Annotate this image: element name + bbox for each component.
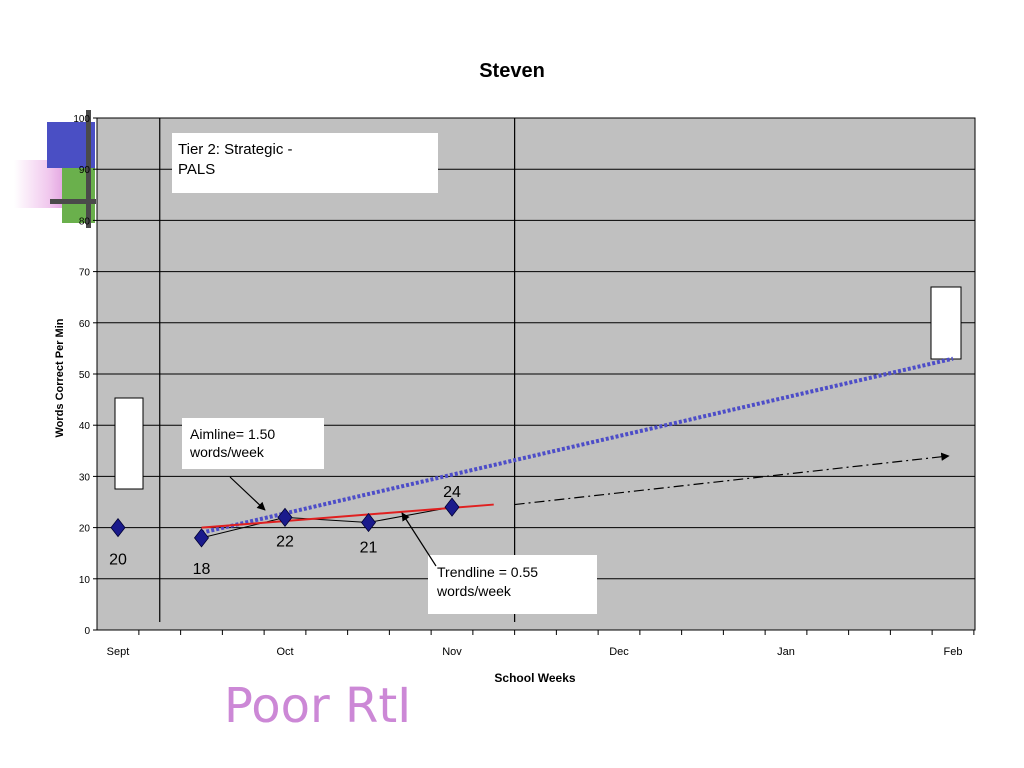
y-tick-label: 100 — [73, 114, 90, 125]
y-tick-label: 0 — [84, 626, 90, 637]
chart-lines — [201, 356, 954, 539]
chart-title: Steven — [479, 60, 545, 82]
phase-change-lines — [159, 118, 516, 622]
x-axis-label: School Weeks — [494, 671, 575, 685]
y-tick-label: 40 — [79, 421, 91, 432]
phase-label: Tier 2: Strategic - PALS — [178, 141, 297, 178]
y-tick-label: 80 — [79, 216, 91, 227]
phase-label-box — [172, 133, 438, 193]
y-axis-label: Words Correct Per Min — [54, 318, 66, 437]
trendline-label-line: Trendline = 0.55 — [437, 564, 538, 580]
y-tick-label: 90 — [79, 165, 91, 176]
x-tick-label: Feb — [944, 646, 963, 658]
aimline-label: Aimline= 1.50 words/week — [189, 426, 279, 460]
data-point-diamond — [360, 512, 377, 533]
aimline-label-line: Aimline= 1.50 — [190, 426, 275, 442]
x-tick-label: Jan — [777, 646, 795, 658]
decor-horizontal-bar — [50, 199, 96, 204]
y-tick-label: 60 — [79, 319, 91, 330]
y-tick-label: 30 — [79, 472, 91, 483]
trendline-label: Trendline = 0.55 words/week — [436, 564, 542, 599]
aimline — [201, 356, 954, 535]
data-label: 18 — [193, 561, 211, 578]
x-axis: Sept Oct Nov Dec Jan Feb — [97, 629, 975, 658]
x-tick-label: Dec — [609, 646, 629, 658]
y-tick-label: 70 — [79, 268, 91, 279]
aimline-pointer-arrow — [229, 476, 266, 511]
data-label: 20 — [109, 552, 127, 569]
data-label: 22 — [276, 533, 294, 550]
x-tick-label: Oct — [276, 646, 293, 658]
data-point-diamond — [193, 528, 210, 548]
data-label: 24 — [443, 484, 461, 501]
y-tick-label: 20 — [79, 524, 91, 535]
y-tick-label: 10 — [79, 575, 91, 586]
trendline-label-line: words/week — [436, 583, 512, 599]
baseline-range-box — [114, 397, 144, 490]
data-label: 21 — [360, 539, 378, 556]
data-point-diamond — [444, 497, 460, 517]
grid-lines — [97, 168, 975, 580]
slide-footer-title: Poor RtI — [224, 678, 412, 734]
x-tick-label: Sept — [107, 646, 130, 658]
x-tick-label: Nov — [442, 646, 462, 658]
data-points: 20 18 22 21 24 — [109, 484, 461, 578]
y-axis: 0 10 20 30 40 50 60 70 80 90 100 — [73, 114, 97, 637]
projection-line — [514, 452, 950, 506]
aimline-label-line: words/week — [189, 444, 265, 460]
trendline-label-box — [428, 555, 597, 614]
data-point-diamond — [110, 517, 126, 538]
goal-range-box — [930, 286, 962, 360]
trendline-pointer-arrow — [401, 512, 437, 567]
y-tick-label: 50 — [79, 370, 91, 381]
aimline-label-box — [182, 418, 324, 469]
phase-label-line: PALS — [178, 161, 215, 178]
decor-vertical-bar — [86, 110, 91, 228]
data-connector-line — [201, 506, 453, 539]
data-point-diamond — [277, 507, 293, 528]
trendline — [201, 503, 494, 529]
phase-label-line: Tier 2: Strategic - — [178, 141, 292, 158]
